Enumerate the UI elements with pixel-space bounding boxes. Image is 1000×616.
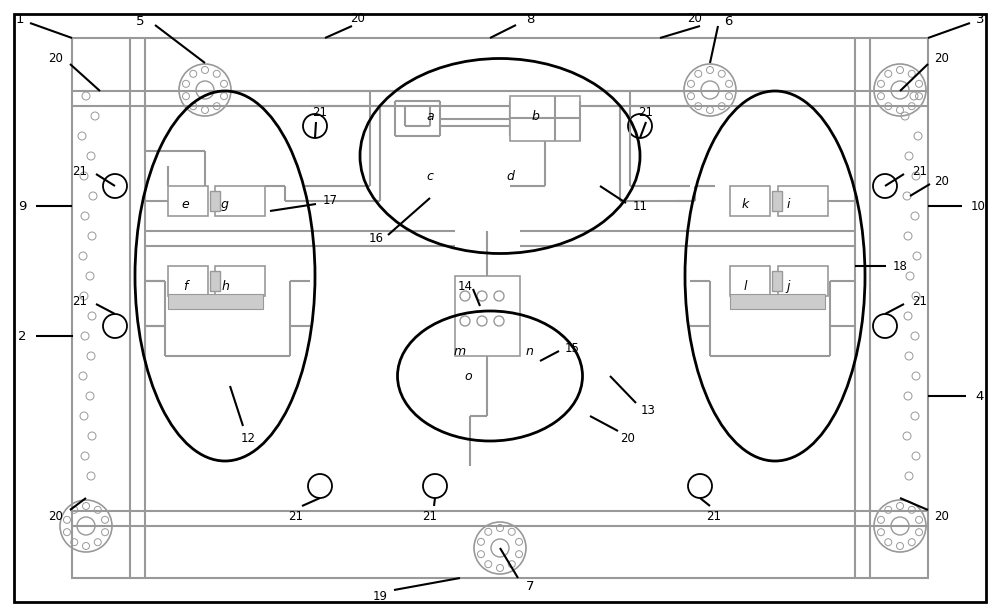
Text: 21: 21 xyxy=(73,164,88,177)
Circle shape xyxy=(423,474,447,498)
Text: 20: 20 xyxy=(688,12,702,25)
Text: 21: 21 xyxy=(706,509,722,522)
Bar xyxy=(215,186,265,216)
Bar xyxy=(772,191,782,211)
Text: 12: 12 xyxy=(241,431,256,445)
Text: 21: 21 xyxy=(313,105,328,118)
Bar xyxy=(210,271,220,291)
Text: 17: 17 xyxy=(323,193,338,206)
Circle shape xyxy=(103,314,127,338)
Text: 20: 20 xyxy=(351,12,365,25)
Text: 20: 20 xyxy=(935,52,949,65)
Text: 20: 20 xyxy=(49,52,63,65)
Bar xyxy=(455,276,520,356)
Bar xyxy=(778,266,828,296)
Text: 21: 21 xyxy=(73,294,88,307)
Text: 20: 20 xyxy=(49,509,63,522)
Text: 20: 20 xyxy=(935,509,949,522)
Text: i: i xyxy=(786,198,790,211)
Text: b: b xyxy=(531,110,539,123)
Text: c: c xyxy=(427,169,433,182)
Text: 21: 21 xyxy=(912,164,927,177)
Text: 8: 8 xyxy=(526,12,534,25)
Text: 21: 21 xyxy=(912,294,927,307)
Text: 11: 11 xyxy=(633,200,648,213)
Text: f: f xyxy=(183,280,187,293)
Text: 10: 10 xyxy=(971,200,985,213)
Text: 15: 15 xyxy=(565,341,579,354)
Circle shape xyxy=(873,314,897,338)
Bar xyxy=(730,186,770,216)
Text: d: d xyxy=(506,169,514,182)
Circle shape xyxy=(628,114,652,138)
Bar xyxy=(778,186,828,216)
Bar xyxy=(772,271,782,291)
Circle shape xyxy=(303,114,327,138)
Text: 5: 5 xyxy=(136,15,144,28)
Text: 13: 13 xyxy=(641,405,655,418)
Bar xyxy=(168,186,208,216)
Text: m: m xyxy=(454,344,466,357)
Bar xyxy=(215,266,265,296)
Text: 2: 2 xyxy=(18,330,26,342)
Text: j: j xyxy=(786,280,790,293)
Text: l: l xyxy=(743,280,747,293)
Text: 21: 21 xyxy=(639,105,654,118)
Bar xyxy=(730,294,825,309)
Text: 9: 9 xyxy=(18,200,26,213)
Bar xyxy=(72,38,928,578)
Text: 21: 21 xyxy=(289,509,304,522)
Circle shape xyxy=(103,174,127,198)
Bar xyxy=(210,191,220,211)
Text: 4: 4 xyxy=(976,389,984,402)
Text: e: e xyxy=(181,198,189,211)
Text: n: n xyxy=(526,344,534,357)
Text: 20: 20 xyxy=(935,174,949,187)
Text: 20: 20 xyxy=(621,431,635,445)
Text: 19: 19 xyxy=(373,590,388,602)
Text: g: g xyxy=(221,198,229,211)
Text: 16: 16 xyxy=(369,232,384,245)
Bar xyxy=(168,266,208,296)
Circle shape xyxy=(873,174,897,198)
Text: 7: 7 xyxy=(526,580,534,593)
Text: a: a xyxy=(426,110,434,123)
Text: 3: 3 xyxy=(976,12,984,25)
Bar xyxy=(730,266,770,296)
Text: 14: 14 xyxy=(458,280,473,293)
Text: 6: 6 xyxy=(724,15,732,28)
Text: k: k xyxy=(741,198,749,211)
Text: 18: 18 xyxy=(893,259,907,272)
Text: 1: 1 xyxy=(16,12,24,25)
Text: h: h xyxy=(221,280,229,293)
Text: 21: 21 xyxy=(422,509,438,522)
Bar xyxy=(510,96,580,141)
Text: o: o xyxy=(464,370,472,383)
Circle shape xyxy=(688,474,712,498)
Circle shape xyxy=(308,474,332,498)
Bar xyxy=(168,294,263,309)
